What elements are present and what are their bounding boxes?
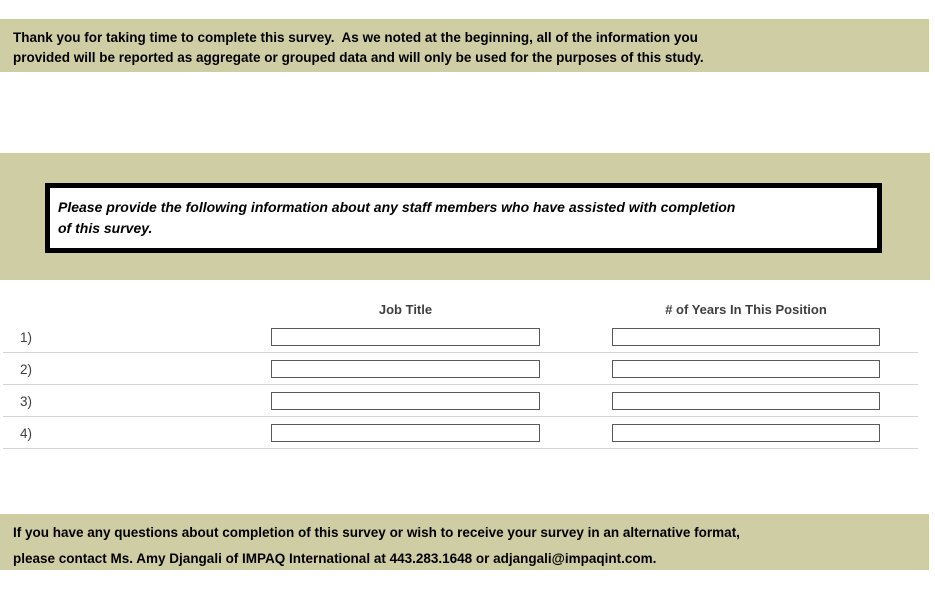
thank-you-line-1: Thank you for taking time to complete th… <box>13 30 698 45</box>
table-row: 4) <box>3 417 918 449</box>
table-row: 1) <box>3 321 918 353</box>
years-input-3[interactable] <box>612 392 880 410</box>
row-number-label: 4) <box>20 426 33 441</box>
staff-table: 1) 2) 3) 4) <box>3 321 918 449</box>
contact-banner: If you have any questions about completi… <box>0 514 929 570</box>
row-number-label: 3) <box>20 394 33 409</box>
years-input-2[interactable] <box>612 360 880 378</box>
thank-you-banner: Thank you for taking time to complete th… <box>0 19 929 72</box>
row-number-label: 1) <box>20 330 33 345</box>
job-title-column-header: Job Title <box>378 302 433 317</box>
job-title-input-1[interactable] <box>271 328 540 346</box>
table-row: 2) <box>3 353 918 385</box>
instruction-band: Please provide the following information… <box>0 153 930 280</box>
years-input-4[interactable] <box>612 424 880 442</box>
job-title-input-2[interactable] <box>271 360 540 378</box>
instruction-line-1: Please provide the following information… <box>58 199 736 215</box>
thank-you-line-2: provided will be reported as aggregate o… <box>13 50 704 65</box>
instruction-box: Please provide the following information… <box>45 183 882 253</box>
job-title-input-3[interactable] <box>271 392 540 410</box>
row-number-label: 2) <box>20 362 33 377</box>
contact-line-1: If you have any questions about completi… <box>13 525 740 540</box>
contact-line-2: please contact Ms. Amy Djangali of IMPAQ… <box>13 551 657 566</box>
years-column-header: # of Years In This Position <box>665 302 827 317</box>
years-input-1[interactable] <box>612 328 880 346</box>
table-row: 3) <box>3 385 918 417</box>
instruction-line-2: of this survey. <box>58 220 153 236</box>
job-title-input-4[interactable] <box>271 424 540 442</box>
